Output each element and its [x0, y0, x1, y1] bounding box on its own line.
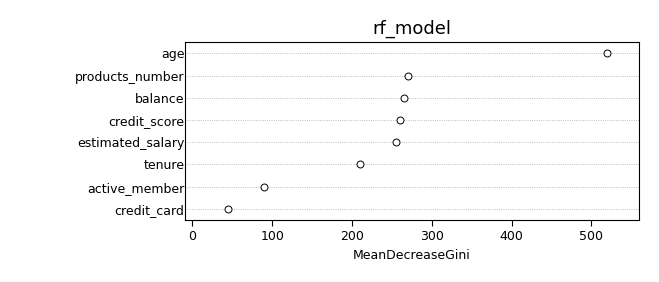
Point [403, 73, 413, 78]
X-axis label: MeanDecreaseGini: MeanDecreaseGini [353, 249, 471, 262]
Point [395, 118, 405, 122]
Point [399, 96, 409, 100]
Point [602, 51, 613, 56]
Title: rf_model: rf_model [372, 20, 451, 38]
Point [391, 140, 401, 144]
Point [259, 184, 270, 189]
Point [355, 162, 365, 167]
Point [223, 207, 234, 211]
